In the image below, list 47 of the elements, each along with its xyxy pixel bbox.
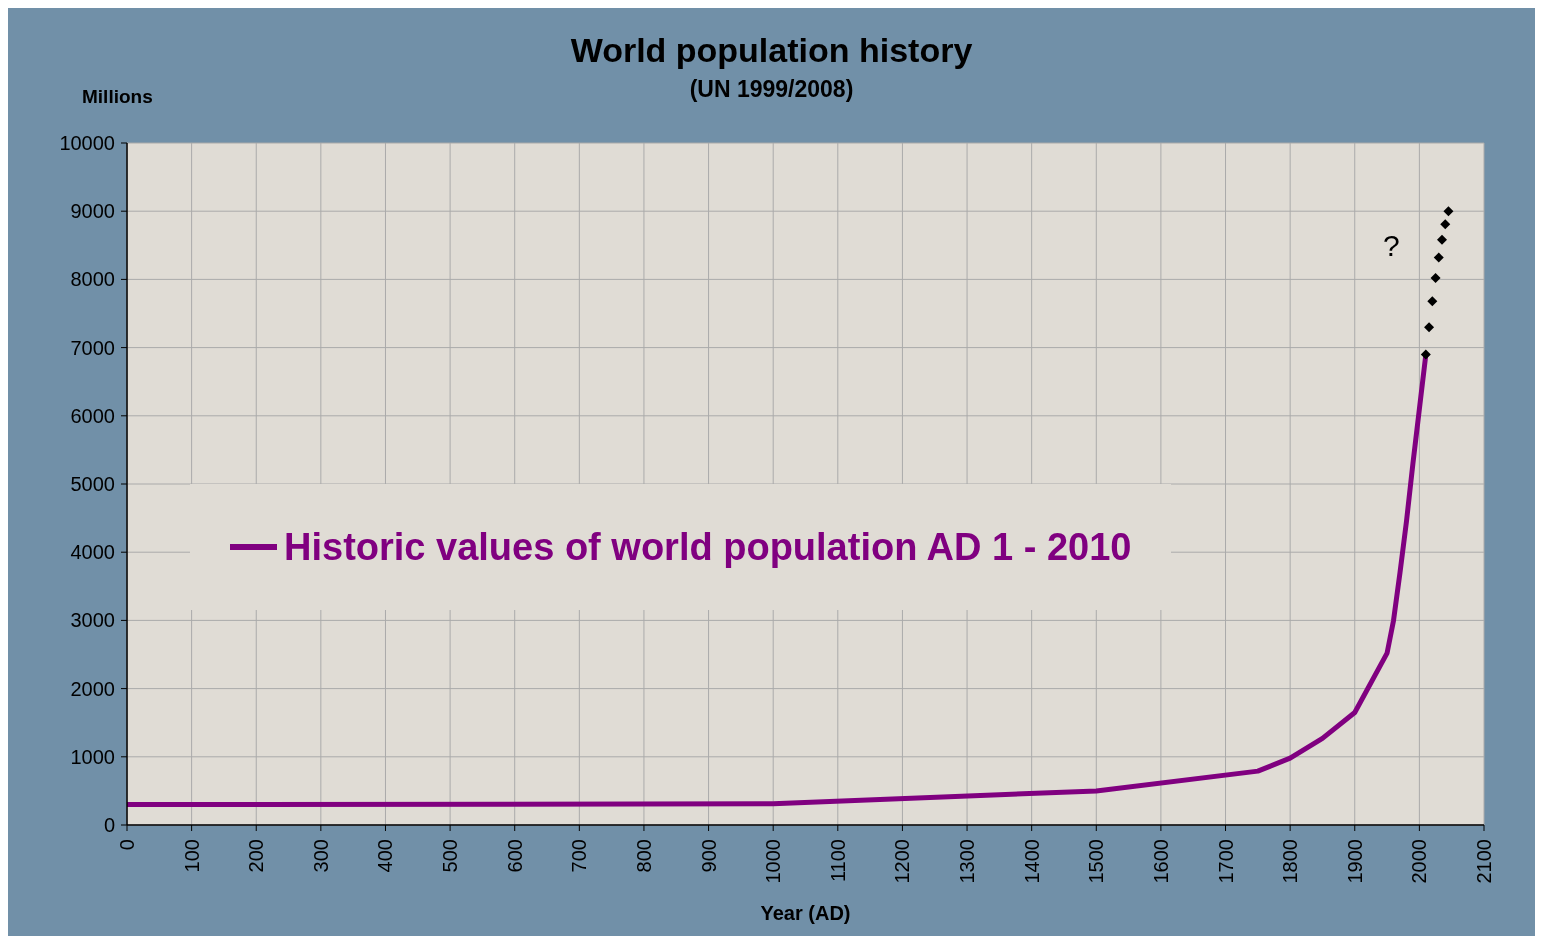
x-tick-label: 1600 xyxy=(1149,839,1172,884)
y-tick-label: 5000 xyxy=(70,473,115,495)
y-tick-label: 4000 xyxy=(70,541,115,564)
x-tick-label: 1200 xyxy=(891,839,914,884)
x-tick-label: 900 xyxy=(697,839,720,873)
y-tick-label: 7000 xyxy=(70,336,115,359)
x-tick-label: 500 xyxy=(439,839,462,873)
x-tick-label: 1800 xyxy=(1279,839,1302,884)
x-tick-label: 1900 xyxy=(1343,839,1366,884)
y-tick-label: 10000 xyxy=(59,132,115,154)
x-axis-title: Year (AD) xyxy=(759,902,852,924)
y-tick-label: 1000 xyxy=(70,745,115,768)
annotation: ? xyxy=(1383,229,1400,262)
point xyxy=(1440,219,1451,230)
y-tick-label: 6000 xyxy=(70,404,115,427)
point xyxy=(1420,349,1431,360)
x-tick-label: 700 xyxy=(568,839,591,873)
x-tick-label: 0 xyxy=(116,839,138,851)
x-tick-label: 2100 xyxy=(1473,839,1495,884)
x-tick-label: 100 xyxy=(180,839,203,873)
x-tick-label: 1400 xyxy=(1020,839,1043,884)
y-tick-label: 9000 xyxy=(70,200,115,223)
legend-label: Historic values of world population AD 1 - 2010 xyxy=(284,526,1132,568)
x-tick-label: 300 xyxy=(309,839,332,873)
x-tick-label: 1500 xyxy=(1085,839,1108,884)
point xyxy=(1433,252,1444,263)
x-tick-label: 1100 xyxy=(826,839,849,883)
x-tick-label: 2000 xyxy=(1408,839,1431,884)
point xyxy=(1424,322,1435,333)
chart-title: World population history xyxy=(569,31,974,69)
y-tick-label: 2000 xyxy=(70,677,115,700)
point xyxy=(1443,206,1454,217)
x-tick-label: 600 xyxy=(503,839,526,873)
point xyxy=(1427,296,1438,307)
x-tick-label: 400 xyxy=(374,839,397,873)
y-tick-label: 0 xyxy=(103,814,115,836)
point xyxy=(1430,273,1441,284)
chart-subtitle: (UN 1999/2008) xyxy=(689,76,854,102)
x-tick-label: 800 xyxy=(632,839,655,873)
x-tick-label: 200 xyxy=(245,839,268,873)
x-tick-label: 1700 xyxy=(1214,839,1237,884)
y-axis-title: Millions xyxy=(82,86,153,107)
x-tick-label: 1300 xyxy=(956,839,979,884)
y-tick-label: 8000 xyxy=(70,268,115,291)
y-tick-label: 3000 xyxy=(70,609,115,632)
point xyxy=(1437,234,1447,245)
x-tick-label: 1000 xyxy=(762,839,785,884)
